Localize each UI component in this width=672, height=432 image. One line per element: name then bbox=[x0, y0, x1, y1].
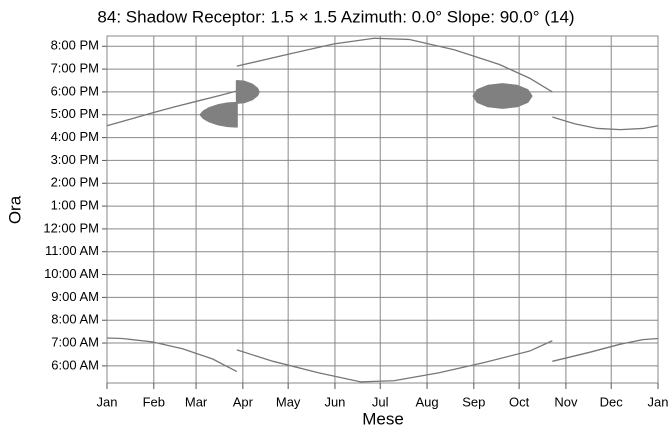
y-tick-label: 6:00 PM bbox=[51, 83, 99, 98]
x-tick-label: May bbox=[276, 394, 301, 409]
y-tick-label: 1:00 PM bbox=[51, 198, 99, 213]
y-tick-label: 4:00 PM bbox=[51, 129, 99, 144]
y-tick-label: 9:00 AM bbox=[51, 289, 99, 304]
y-tick-label: 5:00 PM bbox=[51, 106, 99, 121]
sun-line bbox=[552, 337, 659, 362]
x-tick-label: Jul bbox=[372, 394, 389, 409]
y-tick-label: 3:00 PM bbox=[51, 152, 99, 167]
y-axis-label: Ora bbox=[5, 195, 24, 224]
x-tick-label: Aug bbox=[415, 394, 438, 409]
sun-line bbox=[236, 37, 553, 93]
y-tick-label: 7:00 PM bbox=[51, 61, 99, 76]
x-axis-label: Mese bbox=[362, 409, 404, 428]
shadow-area bbox=[199, 101, 238, 128]
x-tick-label: Jan bbox=[97, 394, 118, 409]
y-tick-label: 7:00 AM bbox=[51, 334, 99, 349]
sun-line bbox=[552, 116, 659, 131]
y-tick-label: 6:00 AM bbox=[51, 357, 99, 372]
chart-title: 84: Shadow Receptor: 1.5 × 1.5 Azimuth: … bbox=[97, 7, 574, 26]
x-tick-label: Nov bbox=[554, 394, 578, 409]
y-tick-label: 2:00 PM bbox=[51, 175, 99, 190]
sun-line bbox=[106, 337, 238, 373]
y-tick-label: 8:00 AM bbox=[51, 312, 99, 327]
shadow-area bbox=[235, 79, 260, 104]
shadow-area bbox=[472, 83, 533, 109]
x-tick-label: Oct bbox=[509, 394, 530, 409]
x-tick-label: Dec bbox=[600, 394, 624, 409]
y-tick-label: 12:00 PM bbox=[43, 220, 99, 235]
x-tick-label: Mar bbox=[185, 394, 208, 409]
y-tick-label: 10:00 AM bbox=[44, 266, 99, 281]
x-tick-label: Sep bbox=[462, 394, 485, 409]
sun-line bbox=[236, 340, 553, 383]
plot-area bbox=[106, 35, 659, 384]
y-tick-label: 8:00 PM bbox=[51, 38, 99, 53]
x-tick-label: Jan bbox=[648, 394, 669, 409]
x-tick-label: Feb bbox=[143, 394, 165, 409]
x-tick-label: Apr bbox=[233, 394, 254, 409]
x-tick-label: Jun bbox=[324, 394, 345, 409]
sun-line bbox=[106, 90, 237, 127]
y-tick-label: 11:00 AM bbox=[45, 243, 99, 258]
